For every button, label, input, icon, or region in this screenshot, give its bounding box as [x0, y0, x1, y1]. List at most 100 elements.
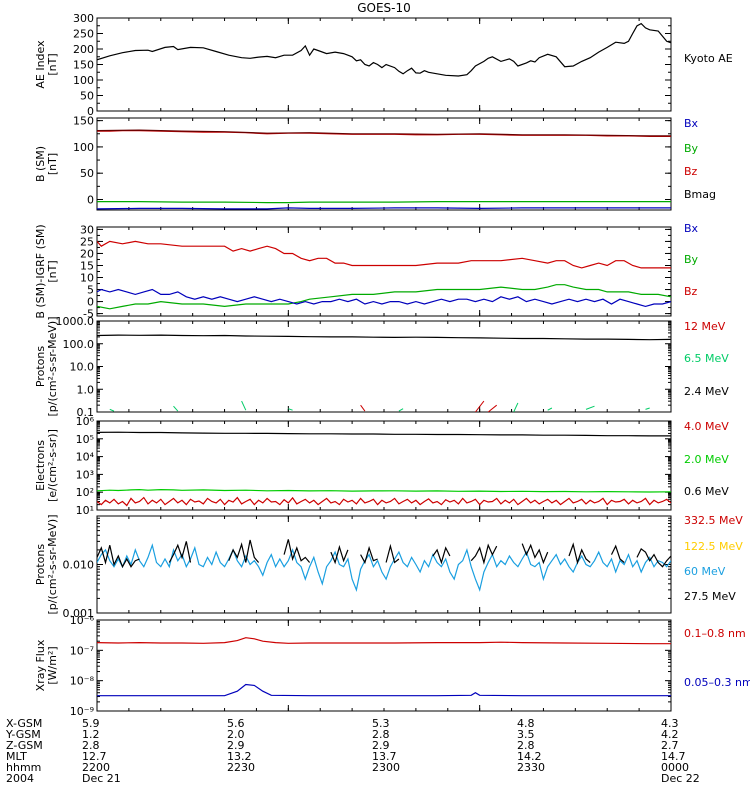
panel-ae: 0 50 100 150 200 250 300 AE Index[nT] Kyoto AE	[34, 12, 733, 118]
legend-bz: Bz	[684, 165, 698, 178]
legend-0-6-mev: 0.6 MeV	[684, 485, 729, 498]
series-line-bmag	[97, 129, 671, 137]
sparse-segment	[475, 400, 485, 412]
footer-row-label: X-GSM	[6, 717, 42, 730]
sparse-segment	[513, 402, 519, 412]
series-line-60-mev	[97, 543, 671, 592]
footer-value: 5.3	[372, 717, 390, 730]
series-line-bx	[97, 207, 671, 210]
series-line-27-5-mev	[636, 547, 671, 568]
y-axis-label: AE Index[nT]	[34, 40, 59, 89]
series-line-by	[97, 284, 671, 310]
footer-value: 4.8	[517, 717, 535, 730]
position-footer: X-GSMY-GSMZ-GSMMLThhmm20045.91.22.812.72…	[5, 717, 700, 785]
footer-row-label: Y-GSM	[5, 728, 41, 741]
y-tick-label: 10⁻⁸	[70, 675, 95, 688]
footer-value: 1.2	[82, 728, 100, 741]
footer-value: 2300	[372, 761, 400, 774]
data-layer	[97, 22, 671, 77]
y-tick-label: 10⁵	[76, 433, 94, 446]
y-tick-label: 50	[80, 90, 94, 103]
series-line-0-6-mev	[97, 431, 671, 437]
y-tick-label: -5	[83, 308, 94, 321]
chart-title: GOES-10	[357, 1, 411, 15]
footer-value: 2.8	[372, 728, 390, 741]
footer-value: 2.9	[227, 739, 245, 752]
y-axis-label: Protons[p/(cm²-s-sr-MeV)]	[34, 317, 59, 417]
legend-122-5-mev: 122.5 MeV	[684, 540, 743, 553]
series-line-27-5-mev	[228, 539, 260, 563]
series-line-4-0-mev	[97, 496, 671, 507]
sparse-segment	[547, 407, 553, 411]
panel-frame	[96, 320, 672, 413]
y-tick-label: 100	[73, 141, 94, 154]
sparse-segment	[398, 408, 404, 412]
legend-by: By	[684, 253, 699, 266]
y-tick-label: 150	[73, 59, 94, 72]
y-tick-label: 0	[87, 105, 94, 118]
series-line-bz	[97, 240, 671, 269]
panel-frame	[96, 17, 672, 112]
data-layer	[97, 240, 671, 310]
footer-value: 2200	[82, 761, 110, 774]
y-tick-label: 10.0	[70, 361, 95, 374]
footer-row-label: Z-GSM	[6, 739, 43, 752]
legend-4-0-mev: 4.0 MeV	[684, 420, 729, 433]
footer-value: 2.8	[517, 739, 535, 752]
series-line-27-5-mev	[432, 546, 451, 565]
panel-electrons: 10¹ 10² 10³ 10⁴ 10⁵ 10⁶ Electrons[e/(cm²-s-sr)…	[34, 415, 729, 517]
series-line-0-05-0-3-nm	[97, 683, 671, 697]
panel-xray: 10⁻⁹ 10⁻⁸ 10⁻⁷ 10⁻⁶ Xray Flux[W/m²] 0.1–0.8 n…	[34, 614, 750, 718]
legend-12-mev: 12 MeV	[684, 320, 726, 333]
y-tick-label: 0.010	[63, 559, 95, 572]
y-tick-label: 100.0	[63, 338, 95, 351]
y-tick-label: 10⁻⁷	[70, 644, 94, 657]
y-tick-label: 10⁻⁹	[70, 705, 94, 718]
y-tick-label: 25	[80, 235, 94, 248]
series-line-0-1-0-8-nm	[97, 637, 671, 645]
y-tick-label: 0	[87, 193, 94, 206]
sparse-segment	[109, 408, 115, 412]
series-line-2-4-mev	[97, 334, 671, 341]
y-tick-label: 50	[80, 167, 94, 180]
footer-value: 12.7	[82, 750, 107, 763]
legend-bx: Bx	[684, 117, 699, 130]
legend-bx: Bx	[684, 222, 699, 235]
data-layer	[97, 539, 671, 592]
series-line-bx	[97, 288, 671, 308]
sparse-segment	[645, 407, 650, 410]
y-tick-label: 30	[80, 223, 94, 236]
y-axis-label: B (SM)-IGRF (SM)[nT]	[34, 224, 59, 318]
y-tick-label: 0	[87, 296, 94, 309]
data-layer	[97, 431, 671, 507]
legend-60-mev: 60 MeV	[684, 565, 726, 578]
series-line-by	[97, 201, 671, 204]
panel-frame	[96, 226, 672, 317]
sparse-segment	[288, 408, 293, 411]
y-axis-label: Protons[p/(cm²-s-sr-MeV)]	[34, 515, 59, 615]
legend-by: By	[684, 142, 699, 155]
footer-row-label: MLT	[6, 750, 27, 763]
y-axis-label: B (SM)[nT]	[34, 146, 59, 182]
panel-protons_hi: 0.1 1.0 10.0 100.0 1000.0Protons[p/(cm²-s-sr…	[34, 315, 729, 419]
y-axis-label: Electrons[e/(cm²-s-sr)]	[34, 429, 59, 502]
sparse-segment	[173, 405, 179, 412]
sparse-segment	[487, 404, 498, 412]
footer-value: 2230	[227, 761, 255, 774]
footer-value: 14.7	[661, 750, 686, 763]
series-line-2-0-mev	[97, 488, 671, 493]
y-tick-label: 5	[87, 284, 94, 297]
series-line-27-5-mev	[385, 543, 400, 564]
series-line-27-5-mev	[330, 544, 349, 565]
series-line-27-5-mev	[470, 543, 498, 565]
sparse-segment	[585, 405, 595, 410]
footer-value: 4.2	[661, 728, 679, 741]
y-tick-label: 0.1	[77, 406, 95, 419]
panel-protons_ultra: 0.001 0.010 Protons[p/(cm²-s-sr-MeV)] 332.5…	[34, 514, 743, 620]
footer-value: 14.2	[517, 750, 542, 763]
footer-value: 3.5	[517, 728, 535, 741]
footer-value: 2.0	[227, 728, 245, 741]
legend-bmag: Bmag	[684, 188, 716, 201]
legend-332-5-mev: 332.5 MeV	[684, 514, 743, 527]
